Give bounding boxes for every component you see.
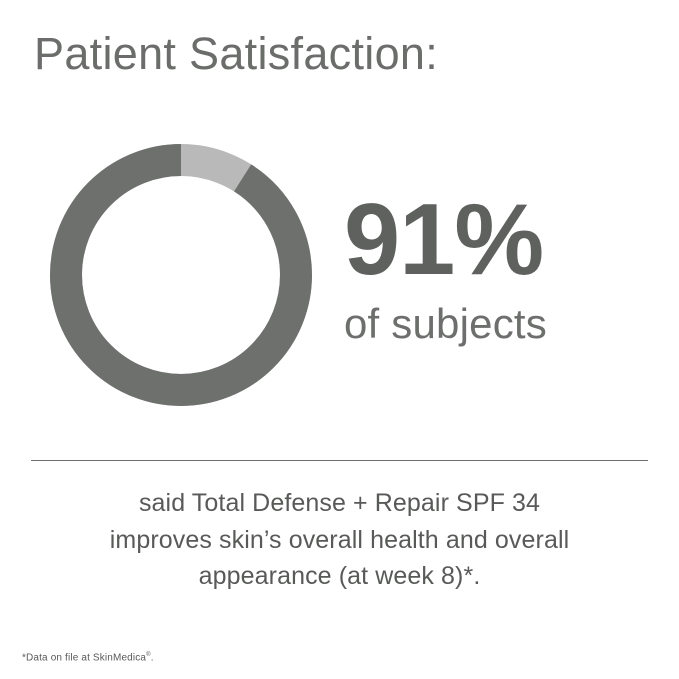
horizontal-divider (31, 460, 648, 461)
page-title: Patient Satisfaction: (34, 28, 439, 79)
statistic-text-block: 91% of subjects (344, 132, 644, 347)
body-copy-line-3: appearance (at week 8)*. (198, 562, 481, 590)
footnote-suffix: . (150, 652, 154, 664)
body-copy-line-2: improves skin’s overall health and overa… (109, 525, 570, 554)
body-copy-line-1: said Total Defense + Repair SPF 34 (138, 489, 541, 517)
footnote: *Data on file at SkinMedica®. (22, 652, 154, 663)
donut-primary-segment (50, 144, 312, 406)
statistic-value: 91% (344, 184, 544, 296)
body-copy: said Total Defense + Repair SPF 34 impro… (0, 485, 679, 595)
donut-chart (50, 144, 312, 406)
statistic-section: 91% of subjects (0, 132, 679, 422)
footnote-text: *Data on file at SkinMedica (22, 652, 147, 664)
registered-trademark-icon: ® (146, 652, 151, 658)
statistic-label: of subjects (344, 300, 547, 347)
